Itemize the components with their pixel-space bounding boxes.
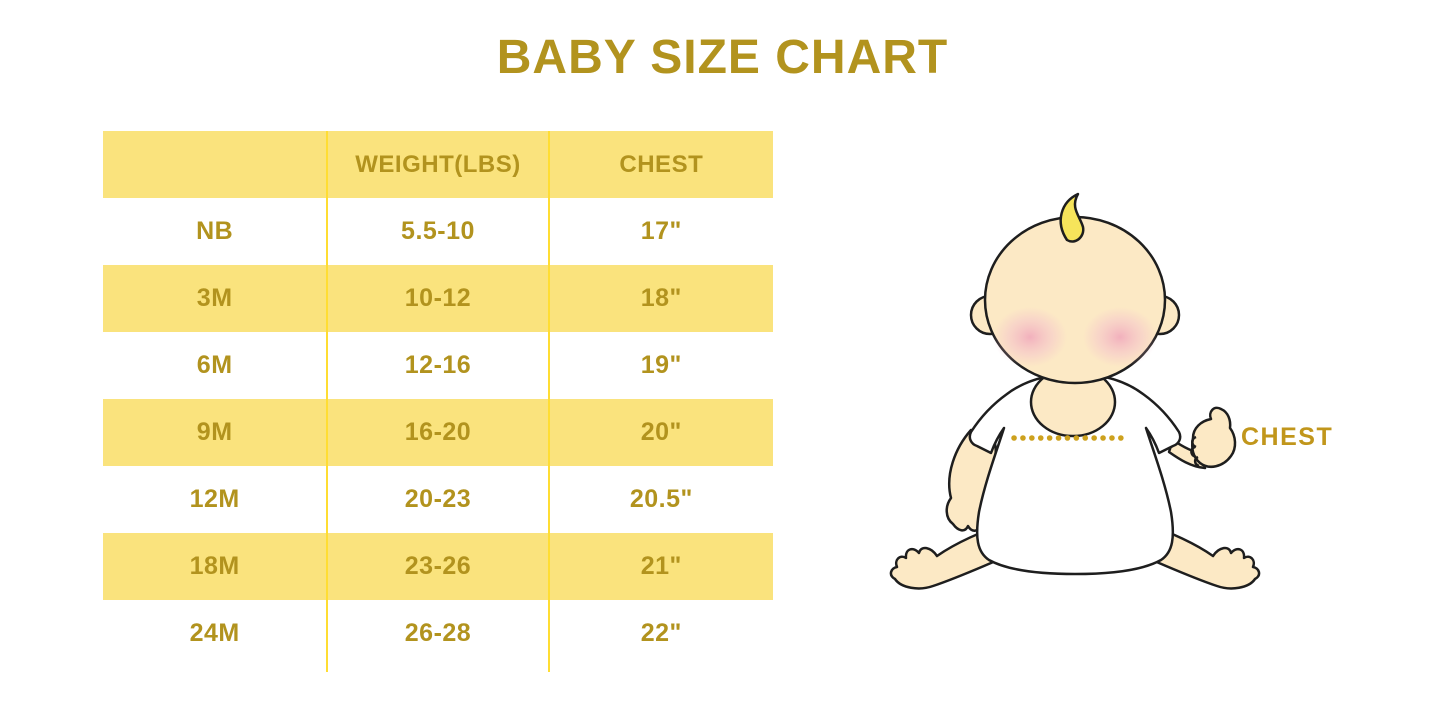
weight-cell: 10-12 xyxy=(404,284,472,312)
chest-measure-label: CHEST xyxy=(1241,423,1334,451)
table-row: 3M 10-12 18" xyxy=(103,265,773,332)
weight-cell: 5.5-10 xyxy=(401,217,475,245)
baby-onesie xyxy=(968,372,1182,576)
size-cell: 12M xyxy=(189,485,240,513)
size-cell: 3M xyxy=(196,284,233,312)
chest-cell: 19" xyxy=(640,351,682,379)
table-row: 12M 20-23 20.5" xyxy=(103,466,773,533)
table-row: 6M 12-16 19" xyxy=(103,332,773,399)
size-table: WEIGHT(LBS) CHEST NB 5.5-10 17" 3M 10-12… xyxy=(103,131,773,672)
table-header-row: WEIGHT(LBS) CHEST xyxy=(103,131,773,198)
chest-cell: 18" xyxy=(640,284,682,312)
table-row: 9M 16-20 20" xyxy=(103,399,773,466)
table-column-divider xyxy=(326,131,328,672)
weight-cell: 12-16 xyxy=(404,351,472,379)
header-weight: WEIGHT(LBS) xyxy=(355,150,521,178)
baby-fist xyxy=(1190,406,1237,469)
table-row: NB 5.5-10 17" xyxy=(103,198,773,265)
size-cell: 6M xyxy=(196,351,233,379)
weight-cell: 16-20 xyxy=(404,418,472,446)
baby-illustration xyxy=(875,190,1335,610)
page-title: BABY SIZE CHART xyxy=(496,31,949,84)
table-row: 24M 26-28 22" xyxy=(103,600,773,667)
chest-cell: 20.5" xyxy=(629,485,693,513)
size-cell: 9M xyxy=(196,418,233,446)
weight-cell: 26-28 xyxy=(404,619,472,647)
chest-cell: 17" xyxy=(640,217,682,245)
chest-cell: 20" xyxy=(640,418,682,446)
table-row: 18M 23-26 21" xyxy=(103,533,773,600)
chest-cell: 22" xyxy=(640,619,682,647)
size-cell: 18M xyxy=(189,552,240,580)
size-cell: 24M xyxy=(189,619,240,647)
baby-hair-icon xyxy=(1059,192,1085,243)
weight-cell: 20-23 xyxy=(404,485,472,513)
weight-cell: 23-26 xyxy=(404,552,472,580)
header-chest: CHEST xyxy=(619,150,704,178)
table-column-divider xyxy=(548,131,550,672)
header-size xyxy=(103,131,326,198)
chest-cell: 21" xyxy=(640,552,682,580)
size-cell: NB xyxy=(196,217,234,245)
baby-blush xyxy=(993,307,1157,367)
